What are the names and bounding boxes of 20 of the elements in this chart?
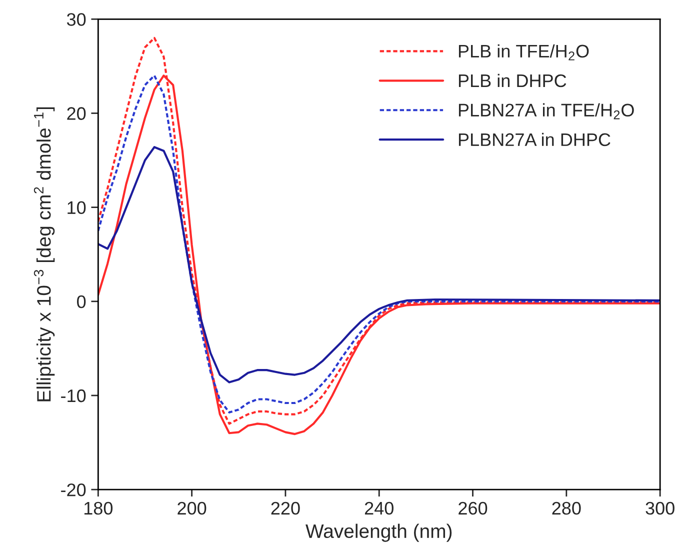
legend-label: PLBN27A in TFE/H$_{2}$O: [458, 103, 634, 120]
y-tick-label: 10: [68, 201, 86, 214]
legend-label: PLBN27A in DHPC: [458, 132, 610, 146]
y-tick-label: 20: [67, 107, 86, 120]
x-tick-label: 260: [458, 502, 488, 515]
y-tick-label: -20: [61, 484, 86, 496]
x-tick-label: 240: [364, 502, 394, 515]
x-tick-label: 180: [84, 502, 113, 515]
y-tick-label: 30: [66, 13, 86, 26]
line-series: [98, 146, 660, 384]
x-tick-label: 300: [646, 502, 674, 515]
y-tick-label: -10: [61, 389, 86, 402]
y-tick-label: 0: [77, 295, 86, 308]
legend-label: PLB in DHPC: [458, 74, 566, 88]
x-tick-label: 200: [178, 502, 206, 515]
x-axis-title: Wavelength (nm): [306, 524, 452, 542]
y-axis-title: Ellipticity x 10$^{−3}$ [deg cm$^{2}$ dmole$^{−1}$]: [34, 107, 55, 402]
x-tick-label: 220: [271, 502, 300, 515]
x-tick-label: 280: [552, 502, 581, 515]
legend-label: PLB in TFE/H$_{2}$O: [458, 44, 589, 60]
